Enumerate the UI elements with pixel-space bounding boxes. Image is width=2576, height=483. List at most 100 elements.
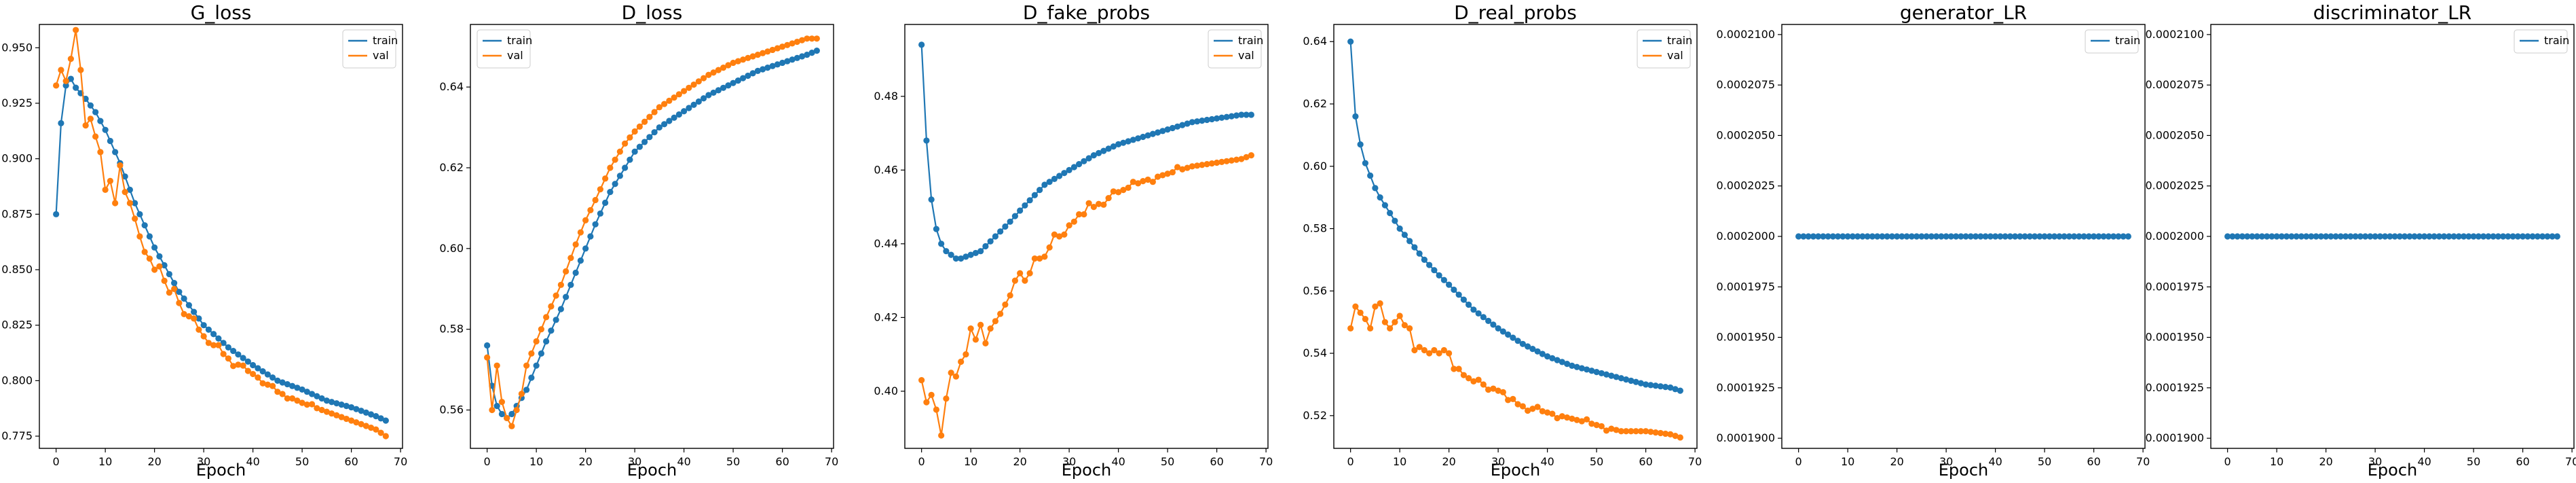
data-point-train [1362, 160, 1368, 166]
data-point-train [567, 281, 574, 288]
data-point-train [1977, 233, 1984, 240]
data-point-train [1805, 233, 1812, 240]
data-point-val [1519, 403, 1526, 410]
data-point-train [1455, 291, 1462, 298]
data-point-val [146, 255, 153, 262]
chart-title: G_loss [191, 1, 252, 24]
data-point-val [923, 399, 930, 406]
data-point-val [1628, 428, 1635, 435]
data-point-train [641, 139, 648, 145]
data-point-train [938, 240, 945, 247]
data-point-train [1485, 317, 1492, 324]
data-point-train [53, 211, 60, 217]
data-point-train [2539, 233, 2546, 240]
legend-label: train [1238, 34, 1263, 47]
data-point-train [1928, 233, 1935, 240]
data-point-train [764, 64, 771, 71]
data-point-val [112, 200, 119, 207]
data-point-train [1431, 267, 1438, 274]
x-tick-label: 50 [1161, 455, 1174, 468]
y-tick-label: 0.0002025 [2145, 179, 2204, 192]
data-point-train [156, 253, 163, 260]
chart-title: generator_LR [1900, 1, 2027, 24]
data-point-train [715, 87, 722, 94]
data-point-train [2293, 233, 2300, 240]
x-tick-label: 20 [1013, 455, 1026, 468]
x-tick-label: 30 [197, 455, 210, 468]
legend: train val [342, 29, 398, 69]
axes-frame [904, 24, 1269, 449]
data-point-train [1549, 355, 1556, 362]
data-point-val [1514, 401, 1521, 408]
data-point-val [1096, 200, 1102, 207]
data-point-train [2288, 233, 2295, 240]
x-tick-label: 70 [394, 455, 407, 468]
y-tick-label: 0.850 [1, 263, 33, 276]
data-point-val [73, 26, 79, 33]
data-point-val [318, 406, 325, 414]
x-tick-label: 50 [1590, 455, 1603, 468]
data-point-val [1076, 211, 1083, 218]
data-point-train [2387, 233, 2393, 240]
data-point-train [1037, 187, 1043, 194]
data-point-train [1026, 197, 1033, 204]
data-point-val [1041, 253, 1048, 260]
data-point-train [528, 374, 535, 381]
chart-title: D_fake_probs [1023, 1, 1150, 24]
data-point-val [523, 362, 530, 369]
data-point-train [2244, 233, 2251, 240]
x-tick-label: 70 [2136, 455, 2150, 468]
data-point-train [982, 243, 989, 250]
data-point-val [1085, 200, 1092, 207]
data-point-val [1387, 325, 1394, 332]
data-point-val [666, 97, 673, 104]
x-tick-label: 0 [1795, 455, 1802, 468]
legend-label: train [373, 34, 398, 47]
data-point-val [972, 336, 979, 343]
data-point-val [1499, 389, 1506, 396]
data-point-train [1840, 233, 1846, 240]
data-point-train [1899, 233, 1905, 240]
data-point-train [1475, 310, 1482, 317]
y-tick-label: 0.800 [1, 374, 33, 387]
data-point-train [176, 289, 183, 296]
data-point-val [1485, 386, 1492, 393]
data-point-val [1140, 178, 1146, 185]
data-point-val [518, 391, 525, 397]
data-point-train [2332, 233, 2339, 240]
data-point-train [1357, 141, 1364, 148]
data-point-train [1159, 128, 1166, 135]
data-point-train [1140, 133, 1146, 141]
data-point-val [181, 310, 187, 317]
data-point-val [1505, 397, 1512, 404]
data-point-val [176, 300, 183, 306]
data-point-val [592, 196, 599, 204]
data-point-val [1667, 431, 1674, 437]
data-point-train [725, 82, 732, 89]
data-point-train [1825, 233, 1831, 240]
data-point-val [333, 412, 340, 418]
data-point-train [1973, 233, 1979, 240]
data-point-train [185, 302, 192, 308]
data-point-train [1085, 155, 1092, 162]
data-point-val [943, 395, 950, 402]
data-point-train [484, 342, 491, 349]
data-point-train [1628, 377, 1635, 384]
data-point-train [2283, 233, 2290, 240]
data-point-val [636, 123, 643, 130]
data-point-val [1223, 158, 1230, 164]
data-point-val [1396, 312, 1403, 319]
x-tick-label: 20 [1890, 455, 1903, 468]
data-point-train [1558, 359, 1565, 365]
data-point-train [1564, 361, 1571, 368]
data-point-train [592, 221, 599, 228]
data-point-val [1426, 350, 1433, 357]
data-point-train [2529, 233, 2536, 240]
data-point-train [2431, 233, 2438, 240]
data-point-val [553, 292, 559, 299]
data-point-train [1411, 244, 1418, 251]
data-point-val [1189, 163, 1195, 170]
x-tick-label: 10 [964, 455, 977, 468]
data-point-train [132, 200, 138, 207]
data-point-train [656, 124, 662, 131]
